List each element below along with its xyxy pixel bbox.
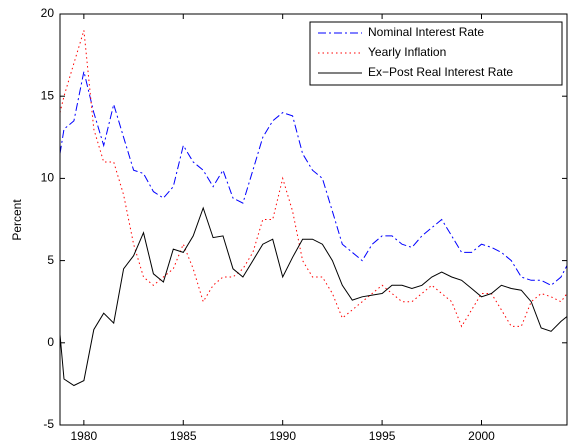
series-line [59,71,568,286]
x-tick-label: 1985 [170,429,197,443]
legend-label: Yearly Inflation [368,45,446,59]
y-tick-label: 5 [47,253,54,267]
y-tick-label: 20 [41,6,55,20]
y-axis-label: Percent [10,199,24,241]
y-tick-label: 15 [41,88,55,102]
legend-label: Nominal Interest Rate [368,25,484,39]
y-tick-label: 10 [41,171,55,185]
x-tick-label: 2000 [468,429,495,443]
x-tick-label: 1995 [369,429,396,443]
series-line [59,206,568,387]
x-tick-label: 1980 [71,429,98,443]
series-line [59,30,568,328]
y-tick-label: 0 [47,335,54,349]
legend-label: Ex−Post Real Interest Rate [368,65,513,79]
axes-box [59,13,568,426]
y-tick-label: -5 [43,417,54,431]
x-tick-label: 1990 [269,429,296,443]
